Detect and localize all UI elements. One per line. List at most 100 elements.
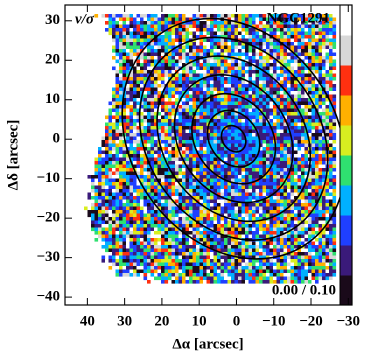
map-pixel <box>305 256 309 260</box>
map-pixel <box>203 266 207 270</box>
map-pixel <box>144 140 148 144</box>
map-pixel <box>277 165 281 169</box>
map-pixel <box>189 28 193 32</box>
map-pixel <box>312 32 316 36</box>
map-pixel <box>193 270 197 274</box>
map-pixel <box>130 21 134 25</box>
map-pixel <box>329 273 333 277</box>
map-pixel <box>284 147 288 151</box>
map-pixel <box>277 249 281 253</box>
map-pixel <box>95 231 99 235</box>
map-pixel <box>144 259 148 263</box>
map-pixel <box>123 217 127 221</box>
map-pixel <box>214 207 218 211</box>
map-pixel <box>305 165 309 169</box>
map-pixel <box>158 189 162 193</box>
map-pixel <box>196 259 200 263</box>
map-pixel <box>280 77 284 81</box>
map-pixel <box>105 165 109 169</box>
map-pixel <box>333 133 337 137</box>
map-pixel <box>315 49 319 53</box>
map-pixel <box>287 256 291 260</box>
map-pixel <box>245 249 249 253</box>
map-pixel <box>210 60 214 64</box>
map-pixel <box>284 158 288 162</box>
map-pixel <box>112 172 116 176</box>
map-pixel <box>182 217 186 221</box>
map-pixel <box>312 53 316 57</box>
map-pixel <box>287 56 291 60</box>
map-pixel <box>231 70 235 74</box>
map-pixel <box>224 259 228 263</box>
map-pixel <box>105 259 109 263</box>
map-pixel <box>329 266 333 270</box>
map-pixel <box>273 46 277 50</box>
map-pixel <box>123 77 127 81</box>
map-pixel <box>200 42 204 46</box>
map-pixel <box>193 102 197 106</box>
map-pixel <box>189 263 193 267</box>
map-pixel <box>172 21 176 25</box>
map-pixel <box>98 228 102 232</box>
map-pixel <box>189 105 193 109</box>
map-pixel <box>298 217 302 221</box>
map-pixel <box>284 49 288 53</box>
map-pixel <box>161 217 165 221</box>
map-pixel <box>193 235 197 239</box>
map-pixel <box>165 123 169 127</box>
map-pixel <box>123 207 127 211</box>
map-pixel <box>312 221 316 225</box>
map-pixel <box>179 109 183 113</box>
map-pixel <box>333 256 337 260</box>
map-pixel <box>256 112 260 116</box>
map-pixel <box>308 35 312 39</box>
map-pixel <box>242 245 246 249</box>
map-pixel <box>168 95 172 99</box>
map-pixel <box>200 200 204 204</box>
map-pixel <box>126 91 130 95</box>
map-pixel <box>308 203 312 207</box>
map-pixel <box>130 53 134 57</box>
map-pixel <box>210 200 214 204</box>
map-pixel <box>308 179 312 183</box>
map-pixel <box>151 189 155 193</box>
map-pixel <box>235 259 239 263</box>
map-pixel <box>312 196 316 200</box>
map-pixel <box>116 137 120 141</box>
map-pixel <box>189 252 193 256</box>
map-pixel <box>144 224 148 228</box>
map-pixel <box>235 144 239 148</box>
map-pixel <box>172 186 176 190</box>
map-pixel <box>326 109 330 113</box>
map-pixel <box>333 77 337 81</box>
map-pixel <box>252 231 256 235</box>
map-pixel <box>193 186 197 190</box>
map-pixel <box>130 109 134 113</box>
map-pixel <box>291 88 295 92</box>
map-pixel <box>263 95 267 99</box>
map-pixel <box>256 189 260 193</box>
map-pixel <box>179 60 183 64</box>
map-pixel <box>228 32 232 36</box>
map-pixel <box>91 179 95 183</box>
map-pixel <box>238 172 242 176</box>
map-pixel <box>308 74 312 78</box>
map-pixel <box>172 238 176 242</box>
map-pixel <box>165 186 169 190</box>
map-pixel <box>319 39 323 43</box>
map-pixel <box>242 217 246 221</box>
map-pixel <box>154 49 158 53</box>
map-pixel <box>235 18 239 22</box>
map-pixel <box>235 207 239 211</box>
map-pixel <box>182 49 186 53</box>
map-pixel <box>186 119 190 123</box>
map-pixel <box>266 228 270 232</box>
map-pixel <box>210 98 214 102</box>
map-pixel <box>266 39 270 43</box>
map-pixel <box>242 74 246 78</box>
map-pixel <box>210 39 214 43</box>
map-pixel <box>147 60 151 64</box>
map-pixel <box>242 105 246 109</box>
map-pixel <box>154 182 158 186</box>
map-pixel <box>231 242 235 246</box>
